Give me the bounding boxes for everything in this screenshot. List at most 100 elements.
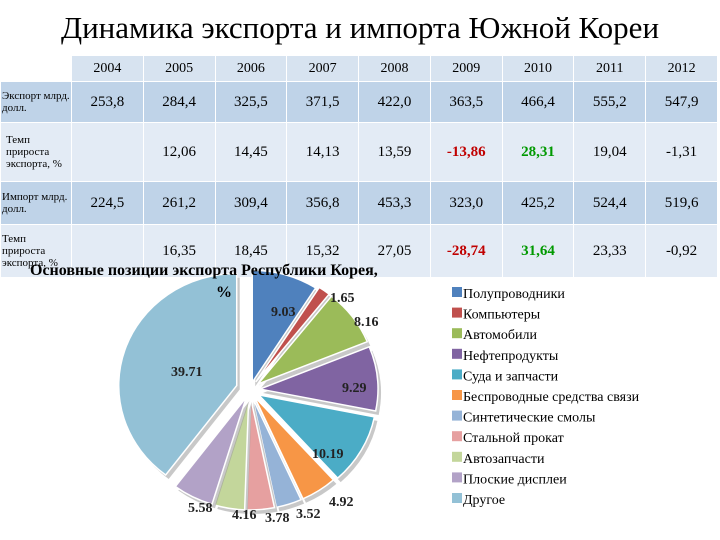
pie-data-label: 9.29 — [342, 381, 367, 396]
legend-entry: Беспроводные средства связи — [463, 390, 640, 405]
pie-data-label: 10.19 — [312, 447, 344, 462]
row-label: Темп прироста экспорта, % — [1, 123, 71, 181]
header-corner — [1, 56, 71, 81]
year-header: 2008 — [359, 56, 430, 81]
table-cell-positive: 31,64 — [502, 225, 574, 277]
legend-swatch — [452, 410, 462, 421]
pie-slice-10 — [174, 396, 248, 506]
pie-data-label: 3.52 — [296, 507, 321, 522]
trade-table: 2004 2005 2006 2007 2008 2009 2010 2011 … — [0, 55, 718, 278]
table-cell: 453,3 — [359, 182, 430, 224]
legend-entry: Автомобили — [463, 328, 538, 343]
legend-swatch — [452, 307, 462, 318]
pie-data-label: 1.65 — [330, 291, 355, 306]
pie-data-label: 3.78 — [265, 511, 290, 526]
table-cell: 371,5 — [287, 82, 359, 122]
legend-entry: Суда и запчасти — [463, 369, 559, 384]
table-cell: 555,2 — [574, 82, 646, 122]
legend-swatch — [452, 369, 462, 380]
row-label: Экспорт млрд. долл. — [1, 82, 71, 122]
table-cell: 253,8 — [72, 82, 143, 122]
year-header: 2011 — [574, 56, 646, 81]
export-row: Экспорт млрд. долл. 253,8 284,4 325,5 37… — [1, 82, 717, 122]
pie-data-label: 4.16 — [232, 508, 257, 523]
table-cell-negative: -13,86 — [430, 123, 502, 181]
legend-entry: Плоские дисплеи — [463, 472, 567, 487]
table-cell: 547,9 — [646, 82, 717, 122]
year-header: 2010 — [502, 56, 574, 81]
legend-swatch — [452, 348, 462, 359]
legend-entry: Другое — [463, 493, 505, 508]
table-cell: 284,4 — [143, 82, 215, 122]
table-cell: 261,2 — [143, 182, 215, 224]
year-header: 2009 — [430, 56, 502, 81]
table-cell: 18,45 — [215, 225, 287, 277]
table-cell: 323,0 — [430, 182, 502, 224]
table-cell: 466,4 — [502, 82, 574, 122]
table-cell: 19,04 — [574, 123, 646, 181]
legend-swatch — [452, 493, 462, 503]
table-cell — [72, 123, 143, 181]
table-cell: 363,5 — [430, 82, 502, 122]
pie-slice-4 — [257, 345, 379, 412]
pie-slice-6 — [253, 396, 335, 500]
table-cell: 524,4 — [574, 182, 646, 224]
legend-entry: Полупроводники — [463, 287, 565, 302]
legend-entry: Нефтепродукты — [463, 349, 559, 364]
export-growth-row: Темп прироста экспорта, % 12,06 14,45 14… — [1, 123, 717, 181]
legend-swatch — [452, 451, 462, 462]
table-cell: 425,2 — [502, 182, 574, 224]
table-cell: 519,6 — [646, 182, 717, 224]
pie-labels: 9.03 1.65 8.16 9.29 10.19 4.92 3.52 3.78 4.16 5.5… — [171, 291, 379, 526]
chart-title: Основные позиции экспорта Республики Кор… — [30, 262, 382, 301]
table-cell: 16,35 — [143, 225, 215, 277]
pie-slice-5 — [256, 393, 376, 480]
pie-data-label: 9.03 — [271, 305, 296, 320]
table-cell: -1,31 — [646, 123, 717, 181]
table-cell: 14,13 — [287, 123, 359, 181]
table-cell-positive: 28,31 — [502, 123, 574, 181]
table-cell-negative: -28,74 — [430, 225, 502, 277]
legend-entry: Стальной прокат — [463, 431, 564, 446]
legend-swatch — [452, 390, 462, 400]
pie-data-label: 39.71 — [171, 365, 203, 380]
year-header: 2004 — [72, 56, 143, 81]
pie-slice-1 — [251, 269, 317, 385]
legend-swatch — [452, 472, 462, 483]
table-cell: 309,4 — [215, 182, 287, 224]
pie-data-label: 5.58 — [188, 501, 213, 516]
pie-slices — [117, 269, 381, 514]
year-header: 2012 — [646, 56, 717, 81]
table-cell: 27,05 — [359, 225, 430, 277]
page-title: Динамика экспорта и импорта Южной Кореи — [60, 10, 660, 45]
table-cell — [72, 225, 143, 277]
pie-data-label: 8.16 — [354, 315, 379, 330]
year-header-row: 2004 2005 2006 2007 2008 2009 2010 2011 … — [1, 56, 717, 81]
table-cell: -0,92 — [646, 225, 717, 277]
chart-legend: Полупроводники Компьютеры Автомобили Нефтеп… — [452, 287, 640, 508]
legend-entry: Автозапчасти — [463, 452, 545, 467]
year-header: 2007 — [287, 56, 359, 81]
table-cell: 23,33 — [574, 225, 646, 277]
table-cell: 325,5 — [215, 82, 287, 122]
chart-title-line-1: Основные позиции экспорта Республики Кор… — [30, 262, 378, 279]
pie-slice-2 — [255, 286, 331, 383]
import-growth-row: Темп прироста экспорта, % 16,35 18,45 15… — [1, 225, 717, 277]
table-cell: 224,5 — [72, 182, 143, 224]
table-cell: 15,32 — [287, 225, 359, 277]
legend-swatch — [452, 328, 462, 339]
pie-data-label: 4.92 — [329, 495, 354, 510]
row-label: Импорт млрд. долл. — [1, 182, 71, 224]
chart-title-line-2: % — [216, 284, 232, 301]
year-header: 2005 — [143, 56, 215, 81]
table-cell: 13,59 — [359, 123, 430, 181]
table-cell: 14,45 — [215, 123, 287, 181]
row-label: Темп прироста экспорта, % — [1, 225, 71, 277]
table-cell: 356,8 — [287, 182, 359, 224]
legend-swatch — [452, 287, 462, 297]
year-header: 2006 — [215, 56, 287, 81]
legend-entry: Синтетические смолы — [463, 411, 596, 426]
pie-slice-3 — [257, 295, 369, 385]
table-cell: 422,0 — [359, 82, 430, 122]
